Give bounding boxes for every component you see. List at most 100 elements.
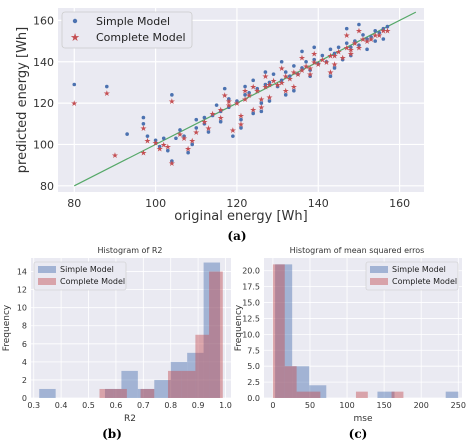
- point-complete: ★: [380, 27, 387, 36]
- point-simple: [357, 22, 361, 27]
- x-tick-label: 80: [67, 197, 81, 210]
- point-complete: ★: [237, 112, 244, 121]
- bar-complete: [355, 391, 368, 398]
- legend-complete-marker: ★: [70, 31, 80, 44]
- x-tick-label: 0.5: [82, 401, 95, 410]
- point-complete: ★: [201, 118, 208, 127]
- chart-a-xlabel: original energy [Wh]: [174, 209, 307, 224]
- point-simple: [308, 74, 312, 79]
- point-complete: ★: [331, 52, 338, 61]
- bar-complete: [167, 370, 182, 398]
- point-complete: ★: [286, 74, 293, 83]
- point-complete: ★: [266, 93, 273, 102]
- bar-simple: [187, 352, 204, 398]
- point-simple: [235, 99, 239, 103]
- point-complete: ★: [140, 149, 147, 158]
- point-simple: [227, 105, 231, 110]
- chart-c-legend: Simple Model Complete Model: [365, 261, 459, 291]
- point-simple: [332, 66, 337, 70]
- y-tick-label: 0.0: [247, 394, 260, 403]
- point-complete: ★: [282, 72, 289, 81]
- point-simple: [125, 132, 129, 136]
- point-simple: [263, 82, 268, 87]
- chart-a-legend-box: [61, 11, 193, 49]
- point-simple: [202, 121, 207, 126]
- point-simple: [381, 37, 386, 41]
- bar-simple: [292, 366, 310, 398]
- point-simple: [349, 45, 353, 50]
- point-complete: ★: [225, 101, 232, 110]
- point-simple: [170, 159, 174, 163]
- point-complete: ★: [270, 76, 277, 85]
- chart-c-title: Histogram of mean squared erros: [290, 246, 425, 255]
- point-simple: [267, 99, 272, 103]
- point-complete: ★: [164, 143, 171, 152]
- y-tick-label: 6: [22, 340, 27, 349]
- point-simple: [153, 138, 158, 143]
- point-simple: [381, 26, 386, 31]
- point-complete: ★: [180, 134, 187, 143]
- point-simple: [292, 64, 296, 68]
- point-simple: [194, 126, 199, 130]
- point-simple: [344, 41, 349, 45]
- x-tick-label: 0.7: [137, 401, 150, 410]
- point-simple: [141, 115, 146, 120]
- bar-simple: [39, 388, 56, 398]
- point-simple: [373, 28, 378, 33]
- point-complete: ★: [355, 27, 362, 36]
- point-complete: ★: [168, 159, 175, 168]
- point-complete: ★: [262, 83, 269, 92]
- bar-simple: [137, 388, 155, 398]
- point-simple: [312, 45, 317, 50]
- bar-simple: [275, 264, 293, 398]
- point-simple: [218, 109, 223, 114]
- legend-complete-label: Complete Model: [96, 31, 186, 44]
- point-simple: [239, 126, 243, 130]
- point-simple: [283, 70, 288, 74]
- point-complete: ★: [339, 54, 346, 63]
- chart-b-ticks: 0.3 0.4 0.5 0.6 0.7 0.8 0.9 1.0 0 2 4 6 8 10 12 14: [17, 268, 232, 410]
- x-tick-label: 0: [270, 401, 275, 410]
- y-tick-label: 4: [22, 358, 27, 367]
- bar-complete: [195, 334, 210, 398]
- y-tick-label: 15.0: [242, 299, 260, 308]
- point-simple: [332, 51, 337, 56]
- bar-complete: [140, 388, 155, 398]
- bar-simple: [170, 361, 188, 398]
- point-simple: [227, 97, 231, 101]
- y-tick-label: 2: [22, 376, 27, 385]
- point-complete: ★: [282, 87, 289, 96]
- x-tick-label: 150: [376, 401, 391, 410]
- point-simple: [336, 45, 341, 50]
- point-complete: ★: [250, 105, 257, 114]
- point-complete: ★: [307, 70, 314, 79]
- point-simple: [369, 35, 373, 39]
- chart-b: Histogram of R2 0.3 0.4 0.5 0.6 0.7 0.8 0.9 1.0…: [2, 246, 232, 441]
- bar-complete: [308, 391, 321, 398]
- point-simple: [283, 93, 288, 97]
- point-complete: ★: [241, 95, 248, 104]
- legend-complete-label: Complete Model: [60, 277, 125, 286]
- chart-b-ylabel: Frequency: [2, 304, 12, 351]
- point-complete: ★: [217, 105, 224, 114]
- point-complete: ★: [290, 83, 297, 92]
- point-simple: [190, 142, 194, 147]
- point-complete: ★: [343, 31, 350, 40]
- legend-complete-swatch: [38, 278, 56, 285]
- x-tick-label: 1.0: [219, 401, 232, 410]
- point-complete: ★: [221, 91, 228, 100]
- legend-simple-marker: [72, 18, 78, 24]
- point-complete: ★: [237, 120, 244, 129]
- legend-simple-label: Simple Model: [96, 15, 170, 28]
- chart-b-legend: Simple Model Complete Model: [33, 261, 127, 291]
- point-simple: [170, 93, 174, 97]
- bar-complete: [284, 366, 297, 398]
- point-simple: [275, 84, 280, 89]
- point-simple: [214, 103, 219, 107]
- point-complete: ★: [258, 103, 265, 112]
- point-simple: [105, 84, 109, 89]
- point-simple: [161, 136, 166, 141]
- point-complete: ★: [176, 130, 183, 139]
- caption-a: (a): [227, 229, 246, 243]
- y-tick-label: 20.0: [242, 267, 260, 276]
